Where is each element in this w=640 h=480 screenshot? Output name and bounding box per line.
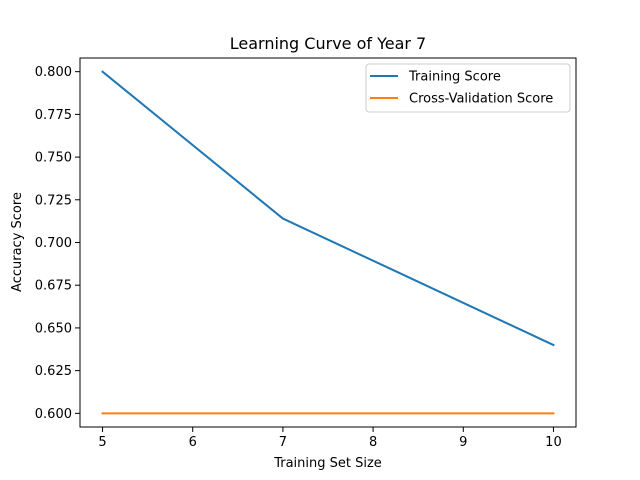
y-axis-label: Accuracy Score [10,192,25,292]
x-tick-label: 8 [369,435,377,450]
legend-label-cross-validation-score: Cross-Validation Score [409,92,553,107]
y-tick-label: 0.725 [35,193,72,208]
y-tick-label: 0.625 [35,364,72,379]
x-tick-label: 5 [98,435,106,450]
y-tick-label: 0.800 [35,65,72,80]
y-tick-label: 0.700 [35,236,72,251]
plot-area: 5 6 7 8 9 10 0.600 0.625 0.650 0.675 0.700 0.725 0.7… [35,57,577,450]
legend-box [365,63,571,113]
x-tick-label: 6 [189,435,197,450]
x-tick-label: 10 [545,435,562,450]
y-tick-label: 0.650 [35,321,72,336]
chart-title: Learning Curve of Year 7 [230,34,426,53]
legend: Training Score Cross-Validation Score [365,63,571,113]
y-tick-label: 0.600 [35,407,72,422]
y-tick-label: 0.775 [35,108,72,123]
y-tick-label: 0.675 [35,279,72,294]
x-tick-label: 9 [459,435,467,450]
legend-label-training-score: Training Score [408,70,501,85]
x-tick-label: 7 [279,435,287,450]
y-tick-label: 0.750 [35,151,72,166]
x-axis-label: Training Set Size [273,456,382,471]
series-line-0 [101,70,555,347]
